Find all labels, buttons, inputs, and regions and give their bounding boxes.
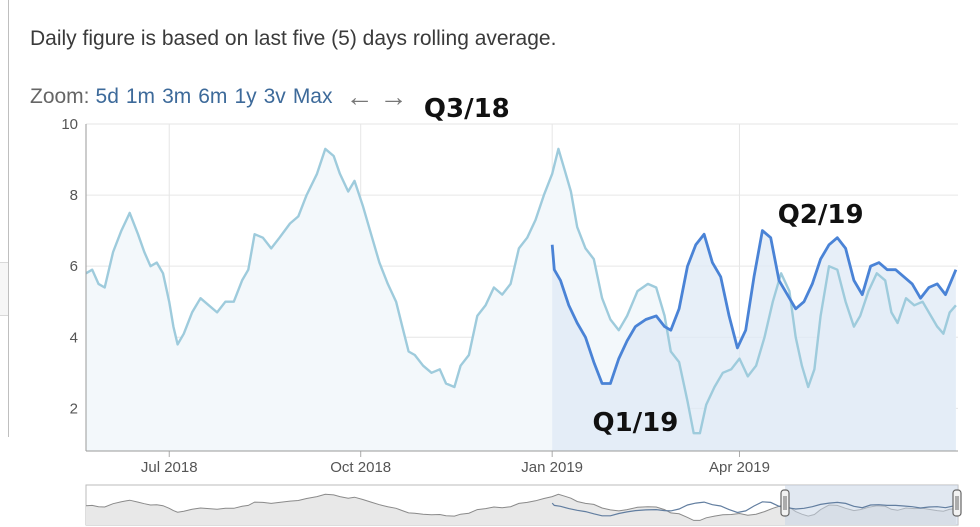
series-1-area (552, 230, 956, 451)
zoom-bar: Zoom: 5d 1m 3m 6m 1y 3v Max ← → (30, 82, 408, 112)
y-tick-label: 10 (61, 116, 78, 133)
navigator[interactable] (85, 484, 962, 526)
navigator-selected-line (551, 501, 957, 517)
arrow-left-icon[interactable]: ← (345, 81, 374, 112)
rolling-average-note: Daily figure is based on last five (5) d… (30, 27, 557, 50)
zoom-option-3v[interactable]: 3v (263, 85, 286, 108)
x-tick-label: Apr 2019 (709, 459, 770, 476)
zoom-option-1y[interactable]: 1y (234, 85, 257, 108)
chart-axes: 2 4 6 8 10 Jul 2018 Oct 2018 Jan 2019 Apr 2019 (61, 116, 958, 476)
chart-annotations: Q3/18 Q1/19 Q2/19 (424, 94, 864, 438)
y-tick-label: 2 (70, 400, 78, 417)
series-0-line (85, 147, 957, 435)
navigator-handle-left[interactable] (780, 489, 790, 517)
zoom-option-3m[interactable]: 3m (162, 85, 192, 108)
y-tick-label: 4 (70, 329, 78, 346)
y-tick-label: 6 (70, 258, 78, 275)
x-tick-label: Jan 2019 (521, 459, 583, 476)
arrow-right-icon[interactable]: → (379, 81, 408, 112)
zoom-option-6m[interactable]: 6m (198, 85, 228, 108)
y-tick-label: 8 (70, 187, 78, 204)
zoom-option-max[interactable]: Max (292, 85, 333, 108)
zoom-option-1m[interactable]: 1m (125, 85, 156, 108)
annotation-label: Q2/19 (778, 200, 864, 230)
zoom-label: Zoom: (30, 85, 90, 108)
series-areas (86, 148, 956, 451)
zoom-option-5d[interactable]: 5d (95, 85, 119, 108)
series-1-line (550, 229, 958, 385)
annotation-label: Q1/19 (592, 408, 678, 438)
left-panel-edge (0, 0, 9, 437)
annotation-label: Q3/18 (424, 94, 510, 124)
navigator-area (86, 494, 956, 525)
left-panel-tab[interactable] (0, 262, 8, 316)
x-tick-label: Oct 2018 (330, 459, 391, 476)
series-lines (85, 147, 958, 435)
navigator-handle-right[interactable] (952, 489, 962, 517)
x-tick-label: Jul 2018 (141, 459, 198, 476)
